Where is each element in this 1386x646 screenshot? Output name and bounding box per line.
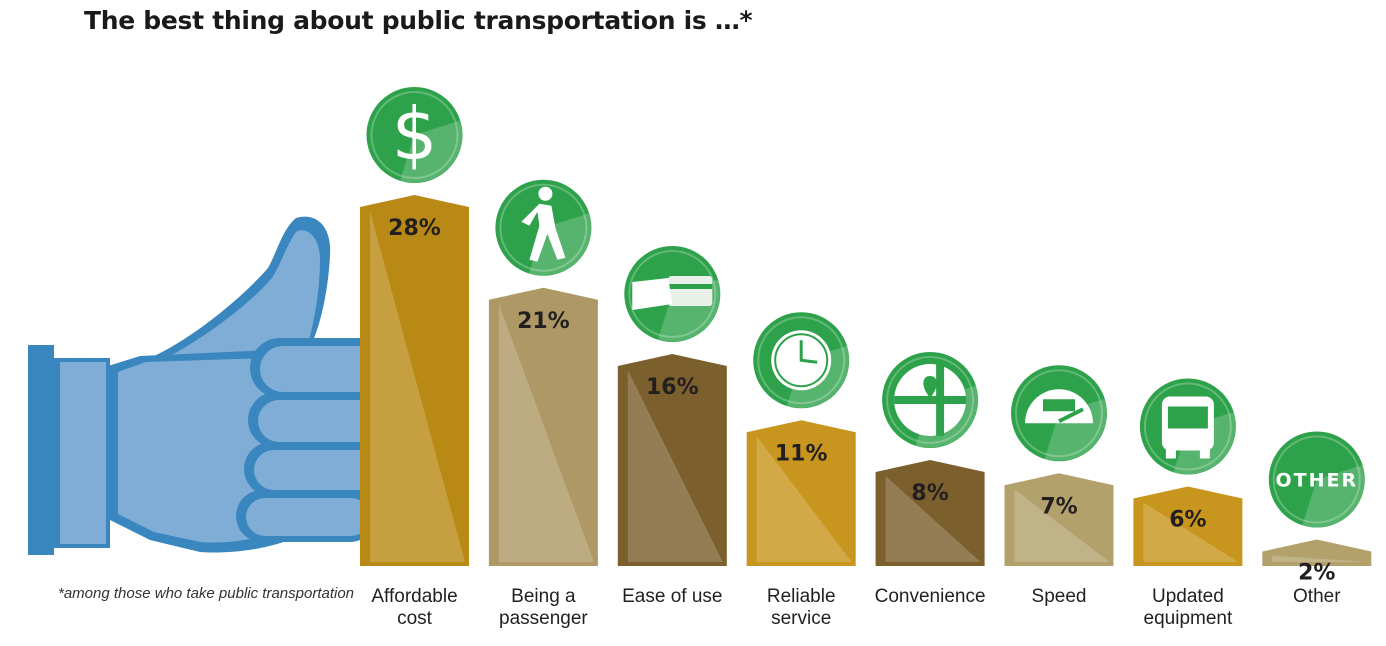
data-label: 2%	[1298, 561, 1335, 586]
category-label: cost	[397, 608, 433, 629]
data-label: 16%	[646, 375, 699, 400]
chart-title: The best thing about public transportati…	[84, 6, 753, 35]
category-label: Ease of use	[622, 586, 722, 607]
bar-group: 2%Other OTHER	[1262, 431, 1372, 607]
data-label: 21%	[517, 309, 570, 334]
map-pin-icon	[882, 352, 979, 448]
category-label: Other	[1293, 586, 1341, 607]
speedometer-icon	[1011, 365, 1107, 462]
data-label: 8%	[911, 481, 948, 506]
thumbs-up-icon	[28, 216, 396, 555]
bus-icon	[1139, 378, 1236, 475]
category-label: Convenience	[875, 586, 986, 607]
walking-person-icon	[495, 179, 592, 276]
svg-text:$: $	[392, 92, 438, 176]
bar-group: 7% Speed	[1004, 365, 1114, 607]
data-label: 28%	[388, 216, 441, 241]
category-label: Speed	[1032, 586, 1087, 607]
dollar-icon: $	[366, 87, 463, 183]
bar-group: 16% Ease of use	[617, 246, 727, 607]
svg-text:OTHER: OTHER	[1275, 470, 1358, 492]
data-label: 11%	[775, 441, 828, 466]
category-label: equipment	[1144, 608, 1233, 629]
data-label: 7%	[1040, 494, 1077, 519]
card-payment-icon	[624, 246, 721, 342]
category-label: Reliable	[767, 586, 836, 607]
other-icon: OTHER	[1268, 431, 1365, 528]
bar-group: 8% Convenience	[875, 352, 986, 607]
category-label: Affordable	[371, 586, 457, 607]
category-label: Being a	[511, 586, 576, 607]
footnote: *among those who take public transportat…	[58, 585, 355, 602]
category-label: service	[771, 608, 831, 629]
category-label: Updated	[1152, 586, 1224, 607]
category-label: passenger	[499, 608, 588, 629]
clock-icon	[753, 312, 850, 409]
data-label: 6%	[1169, 508, 1206, 533]
